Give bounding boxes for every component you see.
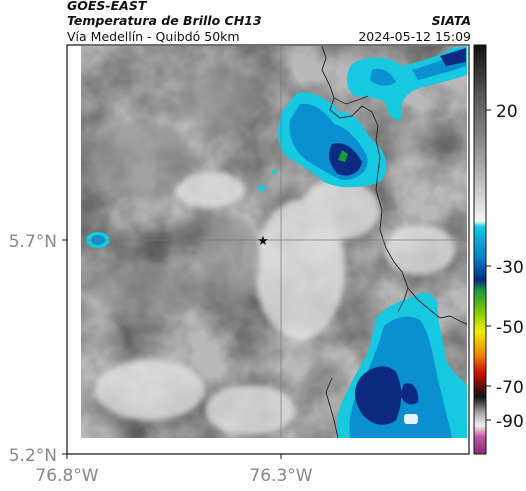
y-tick-5.7: 5.7°N [9,232,57,252]
satellite-name: GOES-EAST [67,0,147,13]
agency-label: SIATA [431,13,471,28]
colorbar-label-20: 20 [496,102,518,122]
colorbar-label-m70: -70 [496,378,524,398]
route-label: Vía Medellín - Quibdó 50km [67,29,240,44]
product-title: Temperatura de Brillo CH13 [67,13,262,28]
datetime-label: 2024-05-12 15:09 [358,29,471,44]
imagery-layer [81,46,467,438]
y-tick-5.2: 5.2°N [9,446,57,466]
star-icon: ★ [257,234,269,249]
x-tick-76.8: 76.8°W [35,466,98,486]
colorbar [473,44,487,455]
cold-cloud-north [277,46,467,188]
x-tick-76.3: 76.3°W [249,466,312,486]
colorbar-label-m90: -90 [496,412,524,432]
colorbar-label-m50: -50 [496,318,524,338]
country-border [321,46,467,326]
colorbar-label-m30: -30 [496,258,524,278]
cold-cloud-south [336,292,467,438]
